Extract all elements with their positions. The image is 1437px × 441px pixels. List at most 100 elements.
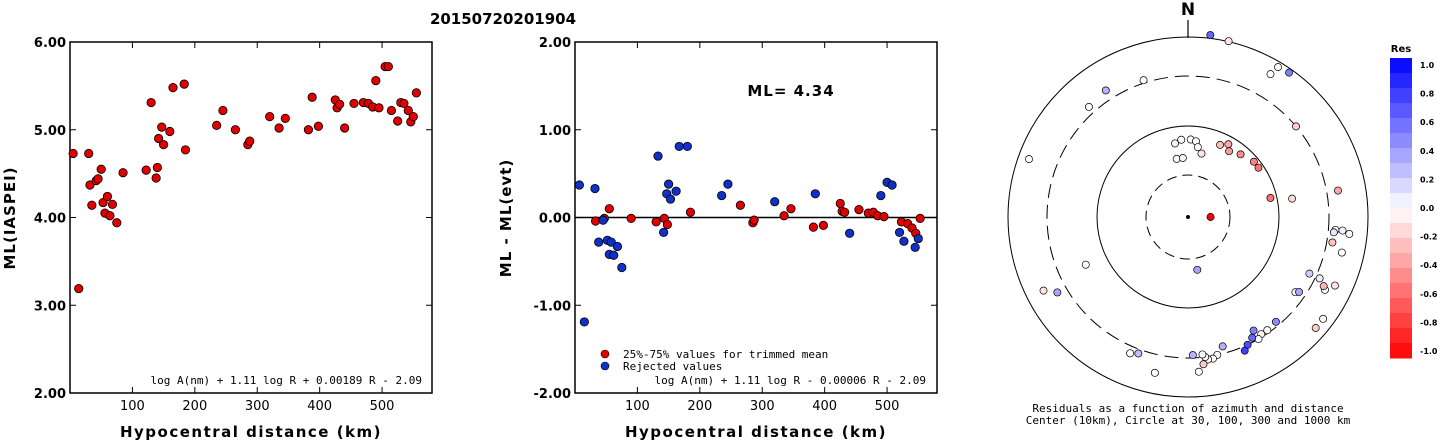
north-label: N (1181, 0, 1195, 20)
data-point (879, 212, 889, 222)
data-point (887, 180, 897, 190)
colorbar-cell (1390, 88, 1412, 104)
data-point (102, 191, 113, 202)
colorbar-tick-label: 0.8 (1420, 90, 1435, 99)
data-point (274, 123, 284, 133)
data-point (107, 199, 118, 209)
ring-300km (1046, 75, 1330, 359)
legend-label: 25%-75% values for trimmed mean (623, 348, 828, 361)
station-point (1126, 349, 1135, 358)
colorbar-label: Res (1391, 44, 1411, 55)
data-point (151, 173, 161, 183)
x-tick-label: 200 (687, 399, 712, 414)
station-point (1305, 269, 1314, 278)
data-point (349, 98, 359, 109)
data-point (749, 215, 759, 225)
y-tick-label: 1.00 (539, 124, 571, 139)
data-point (74, 283, 84, 294)
ml-annotation: ML= 4.34 (747, 82, 834, 100)
colorbar-cell (1390, 343, 1412, 359)
station-point (1315, 274, 1324, 283)
data-point (118, 168, 128, 178)
station-point (1101, 86, 1110, 95)
data-point (146, 97, 156, 108)
station-point (1218, 342, 1227, 351)
station-point (1236, 150, 1245, 159)
station-point (1194, 367, 1203, 376)
colorbar-tick-label: -1.0 (1420, 347, 1437, 356)
data-point (154, 133, 164, 144)
data-point (218, 105, 228, 116)
colorbar-cell (1390, 103, 1412, 119)
station-point (1285, 68, 1294, 77)
data-point (770, 197, 780, 207)
data-point (671, 186, 681, 196)
station-point (1134, 349, 1143, 358)
y-tick-label: 2.00 (34, 387, 66, 402)
data-point (87, 200, 97, 210)
data-point (609, 250, 619, 260)
data-point (340, 123, 350, 133)
colorbar-cell (1390, 178, 1412, 194)
colorbar-tick-label: 0.6 (1420, 118, 1435, 127)
x-tick-label: 400 (307, 399, 332, 414)
data-point (303, 125, 314, 135)
legend: 25%-75% values for trimmed mean Rejected… (600, 348, 828, 373)
data-point (371, 76, 381, 86)
data-point (165, 126, 175, 137)
station-point (1206, 31, 1215, 40)
data-point (85, 180, 95, 190)
x-tick-label: 300 (245, 399, 270, 414)
station-point (1292, 122, 1300, 131)
station-point (1224, 37, 1233, 46)
data-points (574, 141, 925, 327)
data-point (617, 262, 627, 273)
y-tick-label: 6.00 (34, 36, 66, 51)
data-point (659, 227, 669, 238)
y-tick-label: 0.00 (539, 212, 571, 227)
colorbar-cell (1390, 223, 1412, 239)
colorbar-cell (1390, 73, 1412, 89)
residual-vs-distance-panel: 100 200 300 400 500 -2.00 -1.00 0.00 1.00 2.00 ML… (497, 36, 938, 441)
data-point (910, 242, 920, 252)
station-point (1271, 317, 1280, 326)
station-point (1254, 163, 1263, 172)
data-point (735, 200, 745, 210)
data-point (96, 164, 106, 174)
colorbar-cells (1390, 58, 1412, 359)
colorbar-cell (1390, 283, 1412, 299)
colorbar-cell (1390, 148, 1412, 164)
data-point (408, 111, 418, 122)
colorbar-cell (1390, 238, 1412, 254)
colorbar-tick-label: 0.0 (1420, 204, 1435, 213)
legend-marker-red (600, 349, 610, 359)
station-point (1263, 326, 1272, 335)
data-point (399, 98, 409, 109)
station-point (1345, 229, 1354, 238)
station-point (1053, 288, 1062, 297)
data-point (840, 207, 850, 217)
data-point (854, 205, 864, 215)
data-point (786, 204, 796, 214)
colorbar-cell (1390, 298, 1412, 314)
station-point (1338, 226, 1347, 235)
data-point (579, 317, 589, 327)
data-point (265, 111, 275, 122)
station-point (1193, 143, 1202, 152)
data-point (152, 162, 162, 173)
station-point (1039, 286, 1048, 295)
data-point (913, 233, 923, 244)
data-point (835, 198, 845, 209)
plot-frame (69, 41, 433, 394)
formula-label: log A(nm) + 1.11 log R - 0.00006 R - 2.0… (654, 374, 926, 387)
data-point (590, 216, 601, 226)
data-point (93, 174, 103, 184)
data-point (662, 219, 672, 230)
station-point (1319, 314, 1328, 323)
station-point (1249, 157, 1258, 166)
station-point (1295, 287, 1303, 296)
colorbar-cell (1390, 268, 1412, 284)
formula-label: log A(nm) + 1.11 log R + 0.00189 R - 2.0… (150, 374, 422, 387)
data-point (685, 207, 696, 217)
data-point (876, 190, 886, 201)
